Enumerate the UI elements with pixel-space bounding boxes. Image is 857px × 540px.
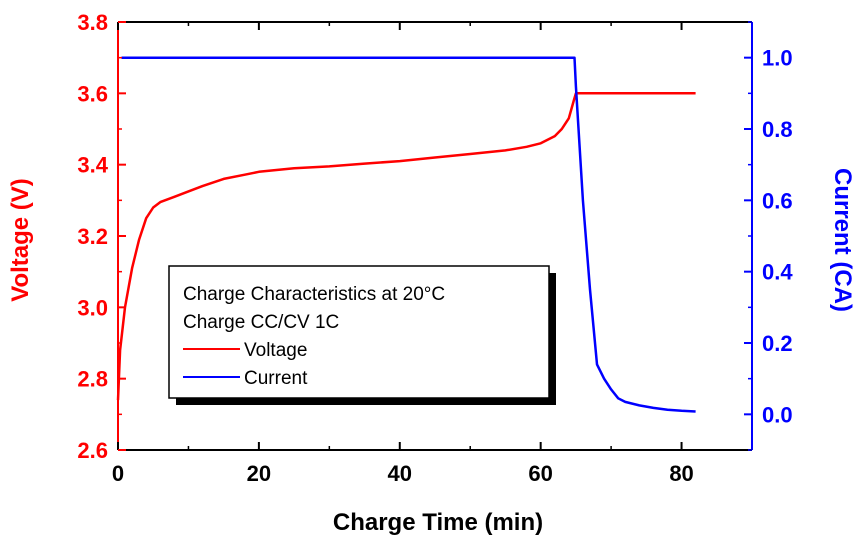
legend-voltage-label: Voltage — [244, 340, 307, 361]
legend-heading-line-2: Charge CC/CV 1C — [183, 312, 339, 333]
x-tick-label: 60 — [528, 461, 552, 486]
y-left-tick-label: 3.8 — [77, 10, 108, 35]
x-tick-label: 80 — [669, 461, 693, 486]
y-right-tick-label: 0.2 — [762, 331, 793, 356]
x-tick-label: 0 — [112, 461, 124, 486]
y-left-tick-label: 2.6 — [77, 438, 108, 463]
y-right-tick-label: 0.4 — [762, 260, 793, 285]
x-tick-label: 20 — [247, 461, 271, 486]
y-right-axis-title: Current (CA) — [829, 168, 856, 312]
y-left-tick-label: 3.0 — [77, 295, 108, 320]
x-tick-label: 40 — [388, 461, 412, 486]
legend-heading-line-1: Charge Characteristics at 20°C — [183, 284, 445, 305]
y-right-tick-label: 0.0 — [762, 402, 793, 427]
current-series-line — [121, 56, 696, 413]
y-right-tick-label: 0.6 — [762, 188, 793, 213]
y-left-tick-label: 2.8 — [77, 367, 108, 392]
y-left-tick-label: 3.2 — [77, 224, 108, 249]
y-left-tick-label: 3.4 — [77, 153, 108, 178]
y-left-axis-title: Voltage (V) — [7, 178, 34, 302]
x-axis-title: Charge Time (min) — [333, 509, 543, 536]
ticks-layer: 0 20 40 60 80 2.6 2.8 3.0 3.2 3.4 3.6 3.8 0.0 0.2 0.4 0… — [77, 10, 793, 486]
legend-current-label: Current — [244, 368, 308, 389]
y-right-tick-label: 1.0 — [762, 46, 793, 71]
y-right-tick-label: 0.8 — [762, 117, 793, 142]
legend: Charge Characteristics at 20°C Charge CC… — [168, 265, 556, 405]
voltage-series-line — [116, 92, 696, 401]
y-left-tick-label: 3.6 — [77, 81, 108, 106]
series-layer — [116, 56, 696, 413]
